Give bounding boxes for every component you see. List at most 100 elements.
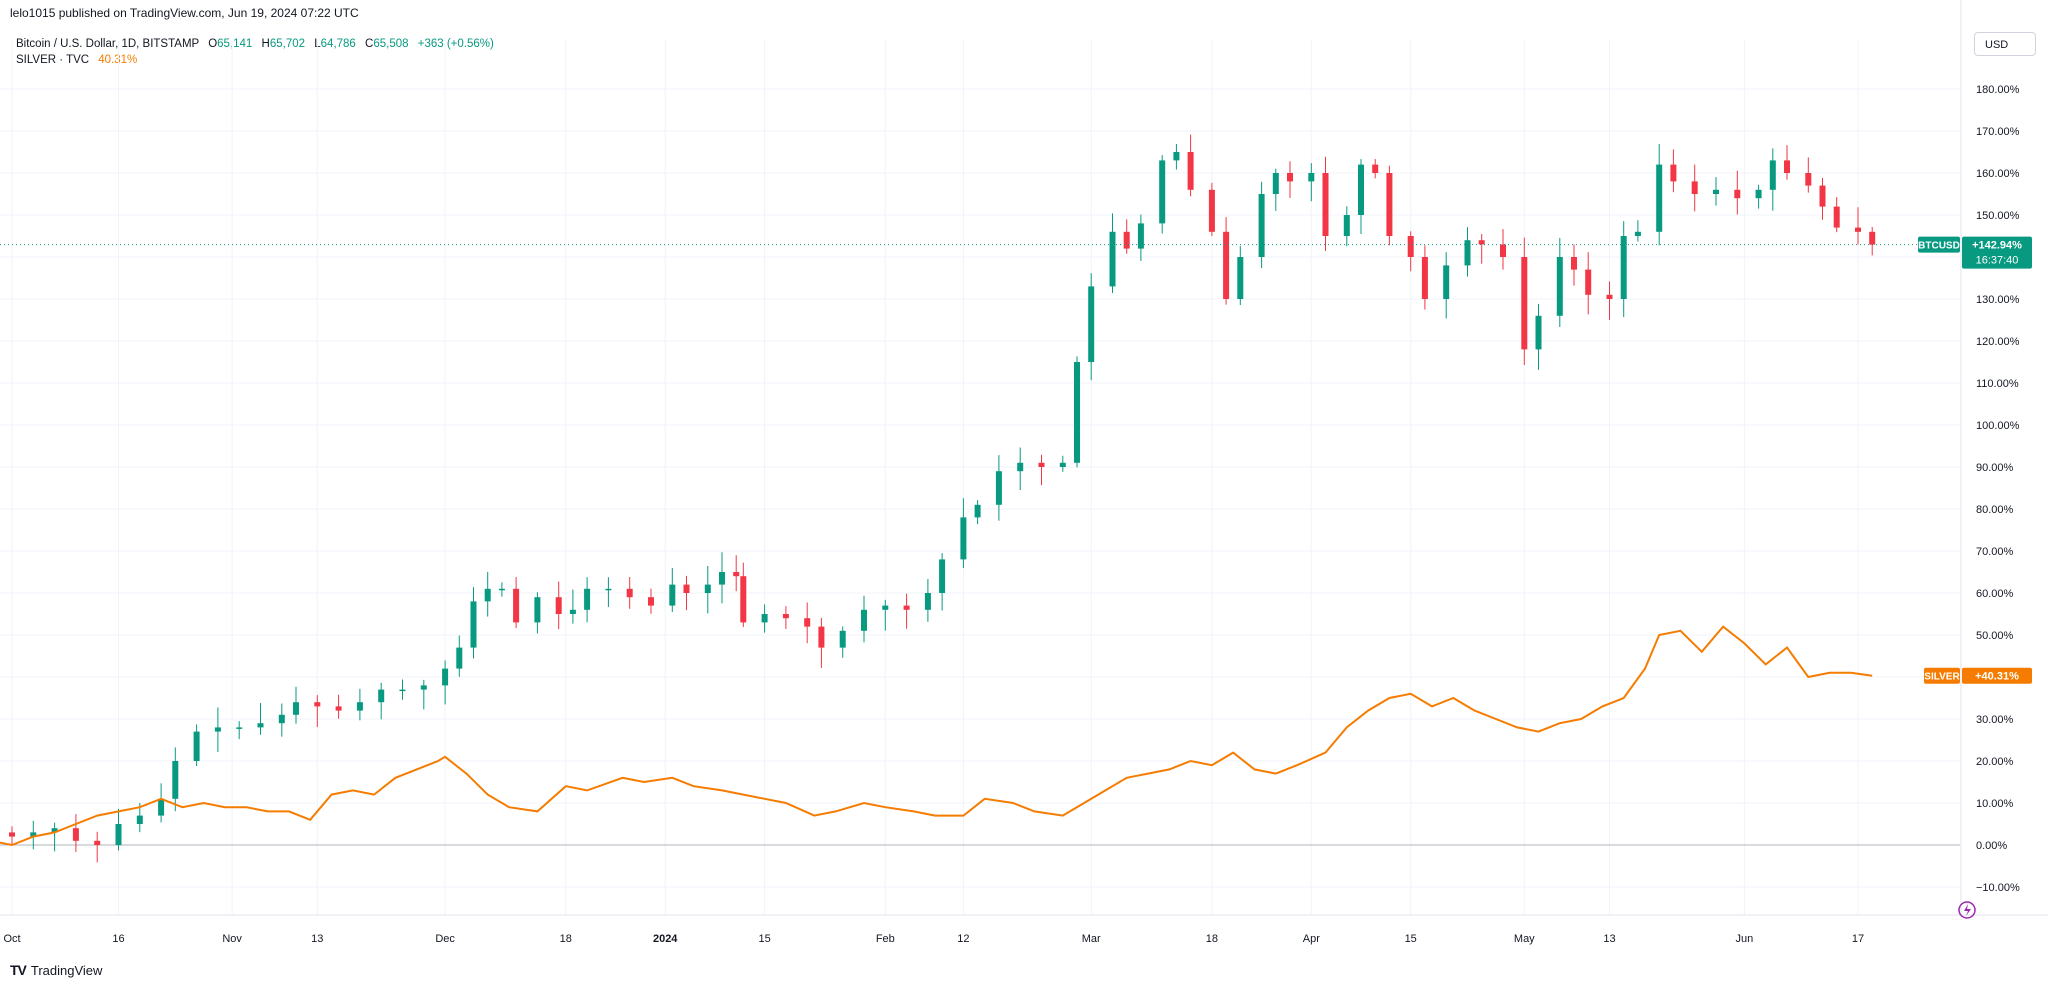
candle-body	[257, 723, 264, 728]
btc-candle	[172, 747, 179, 812]
candle-body	[115, 824, 122, 845]
btc-candle	[1478, 233, 1485, 264]
btc-value-bg	[1962, 236, 2032, 269]
btc-candle	[456, 635, 463, 677]
btc-candle	[1038, 454, 1045, 486]
x-tick-label: 13	[1603, 933, 1615, 945]
btc-candle	[1343, 206, 1350, 247]
candle-body	[1137, 223, 1144, 249]
btc-candle	[72, 814, 79, 852]
btc-legend-row[interactable]: Bitcoin / U.S. Dollar, 1D, BITSTAMP O65,…	[16, 36, 494, 52]
candle-body	[626, 588, 633, 598]
candle-body	[356, 702, 363, 711]
btc-candle	[1386, 165, 1393, 246]
btc-candle	[1187, 134, 1194, 197]
silver-symbol-label: SILVER · TVC	[16, 54, 90, 66]
candle-body	[1159, 160, 1166, 224]
btc-candle	[534, 592, 541, 634]
candle-body	[1109, 231, 1116, 287]
btc-candle	[1656, 144, 1663, 246]
y-tick-label: 160.00%	[1976, 168, 2020, 180]
candle-body	[1855, 227, 1861, 232]
btc-candle	[1833, 197, 1840, 233]
candle-body	[1556, 257, 1563, 316]
btc-countdown-label: 16:37:40	[1976, 255, 2019, 267]
btc-candle	[740, 562, 747, 628]
lightning-circle	[1958, 901, 1976, 919]
btc-candle	[1769, 148, 1776, 211]
y-tick-label: 0.00%	[1976, 840, 2007, 852]
silver-legend-row[interactable]: SILVER · TVC 40.31%	[16, 52, 494, 68]
candle-body	[960, 517, 967, 560]
candle-body	[1237, 257, 1244, 299]
btc-candle	[158, 783, 165, 823]
btc-candle	[1407, 231, 1414, 272]
x-tick-label: 17	[1852, 933, 1864, 945]
btc-candle	[804, 602, 811, 644]
y-tick-label: 10.00%	[1976, 798, 2014, 810]
candle-body	[1443, 265, 1450, 299]
candle-body	[903, 605, 910, 610]
candle-body	[1784, 160, 1790, 173]
candle-body	[1358, 164, 1364, 215]
btc-candle	[1223, 217, 1230, 305]
btc-candle	[1585, 252, 1592, 315]
candle-body	[1421, 257, 1428, 299]
btc-candle	[1634, 220, 1641, 242]
candle-body	[861, 609, 867, 631]
btc-candle	[442, 660, 449, 705]
silver-value-bg	[1962, 667, 2032, 684]
btc-candle	[293, 686, 299, 724]
btc-candle	[1074, 356, 1080, 468]
candle-body	[1173, 152, 1180, 161]
candle-body	[498, 588, 505, 591]
btc-candle	[1159, 155, 1166, 234]
btc-candle	[882, 599, 889, 631]
change-value: +363 (+0.56%)	[417, 38, 494, 50]
candle-body	[1606, 294, 1613, 299]
y-tick-label: 120.00%	[1976, 336, 2020, 348]
btc-candle	[1443, 252, 1450, 319]
btc-symbol-label: Bitcoin / U.S. Dollar, 1D, BITSTAMP	[16, 38, 199, 50]
open-label: O	[208, 38, 218, 50]
x-tick-label: 2024	[653, 933, 678, 945]
candle-body	[1571, 257, 1577, 270]
candle-body	[456, 647, 463, 669]
btc-candle	[605, 577, 612, 608]
y-tick-label: 50.00%	[1976, 630, 2014, 642]
y-tick-label: 70.00%	[1976, 546, 2014, 558]
btc-candle	[1272, 168, 1279, 211]
btc-candle	[974, 500, 981, 525]
price-chart[interactable]: −10.00%0.00%10.00%20.00%30.00%40.00%50.0…	[0, 0, 2048, 955]
candle-body	[804, 618, 811, 627]
candle-body	[1805, 173, 1812, 186]
btc-candle	[1237, 246, 1244, 306]
candle-body	[1734, 189, 1741, 199]
candle-body	[939, 559, 946, 593]
btc-candle	[1421, 245, 1428, 310]
btc-candle	[1670, 149, 1677, 193]
btc-candle	[1109, 213, 1116, 294]
btc-candle	[278, 703, 285, 737]
silver-value: 40.31%	[98, 54, 138, 66]
btc-candle	[1173, 143, 1180, 170]
btc-candle	[314, 695, 321, 728]
btc-candle	[1521, 237, 1528, 365]
btc-candle	[782, 606, 789, 630]
btc-candle	[30, 820, 37, 850]
candle-body	[1407, 236, 1414, 257]
candle-body	[534, 597, 541, 623]
published-by-text: lelo1015 published on TradingView.com, J…	[10, 6, 359, 20]
candle-body	[1322, 173, 1329, 236]
y-tick-label: 60.00%	[1976, 588, 2014, 600]
tradingview-logo-icon: TV	[10, 962, 27, 978]
currency-button[interactable]: USD	[1974, 32, 2036, 56]
candle-body	[1755, 189, 1762, 199]
candle-body	[1272, 173, 1279, 194]
btc-candle	[1287, 161, 1293, 199]
x-tick-label: Jun	[1736, 933, 1754, 945]
btc-candle	[1535, 303, 1542, 370]
y-tick-label: 100.00%	[1976, 420, 2020, 432]
x-tick-label: May	[1514, 933, 1535, 945]
x-tick-label: 18	[1206, 933, 1218, 945]
